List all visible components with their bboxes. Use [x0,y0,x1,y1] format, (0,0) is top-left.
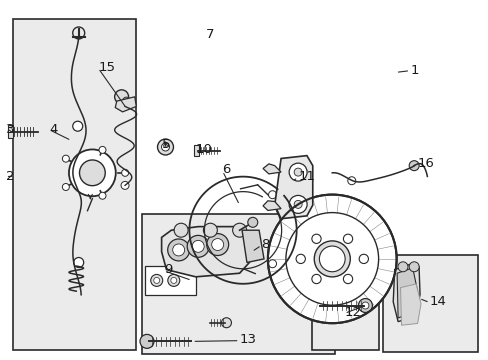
Circle shape [288,163,306,181]
Circle shape [358,298,372,312]
Circle shape [319,246,345,272]
Circle shape [121,181,129,189]
Polygon shape [115,97,136,112]
Circle shape [343,274,352,284]
Circle shape [314,241,349,277]
Text: 7: 7 [205,28,214,41]
Bar [142,214,334,354]
Circle shape [157,139,173,155]
Circle shape [361,302,368,309]
Circle shape [294,168,302,176]
Circle shape [153,278,160,283]
Polygon shape [396,268,417,318]
Circle shape [221,318,231,328]
Circle shape [296,254,305,264]
Circle shape [343,234,352,243]
Text: 8: 8 [261,238,269,251]
Circle shape [62,184,69,190]
Circle shape [73,121,82,131]
Text: 6: 6 [222,163,230,176]
Circle shape [211,239,223,251]
Circle shape [359,254,367,264]
Bar [311,259,378,350]
Polygon shape [161,226,249,277]
Circle shape [294,201,302,208]
Circle shape [206,234,228,256]
Circle shape [247,217,257,227]
Text: 11: 11 [298,170,314,183]
Text: 14: 14 [429,296,446,309]
Circle shape [172,244,184,256]
Circle shape [167,274,180,287]
Circle shape [170,278,177,283]
Circle shape [161,143,169,151]
Polygon shape [194,145,199,156]
Polygon shape [274,156,312,219]
Text: 13: 13 [239,333,256,346]
Circle shape [397,262,407,272]
Circle shape [174,223,188,237]
Circle shape [69,149,116,196]
Circle shape [268,191,276,199]
Polygon shape [392,264,419,321]
Text: 9: 9 [163,263,172,276]
Circle shape [99,147,106,153]
Text: 5: 5 [161,138,170,150]
Bar [144,266,195,295]
Polygon shape [263,164,281,174]
Text: 12: 12 [344,306,361,319]
Polygon shape [263,201,281,211]
Circle shape [408,262,418,272]
Circle shape [232,223,246,237]
Text: 10: 10 [195,143,212,156]
Circle shape [62,155,69,162]
Polygon shape [242,230,264,262]
Circle shape [80,160,105,186]
Circle shape [122,97,130,105]
Circle shape [187,235,209,257]
Bar [383,255,477,352]
Text: 4: 4 [49,123,58,136]
Circle shape [203,223,217,237]
Circle shape [288,195,306,213]
Circle shape [268,260,276,268]
Bar [13,19,136,350]
Text: 2: 2 [5,170,14,183]
Circle shape [347,177,355,185]
Circle shape [311,234,321,243]
Circle shape [408,161,418,171]
Text: 15: 15 [98,60,115,73]
Text: 3: 3 [5,123,14,136]
Text: 1: 1 [409,64,418,77]
Text: 16: 16 [417,157,434,170]
Circle shape [192,240,204,252]
Polygon shape [400,284,420,325]
Circle shape [122,169,128,176]
Polygon shape [7,125,13,138]
Circle shape [267,195,396,323]
Circle shape [99,192,106,199]
Circle shape [114,90,128,104]
Circle shape [74,257,83,267]
Circle shape [150,274,163,287]
Circle shape [140,334,154,348]
Circle shape [167,239,189,261]
Circle shape [311,274,321,284]
